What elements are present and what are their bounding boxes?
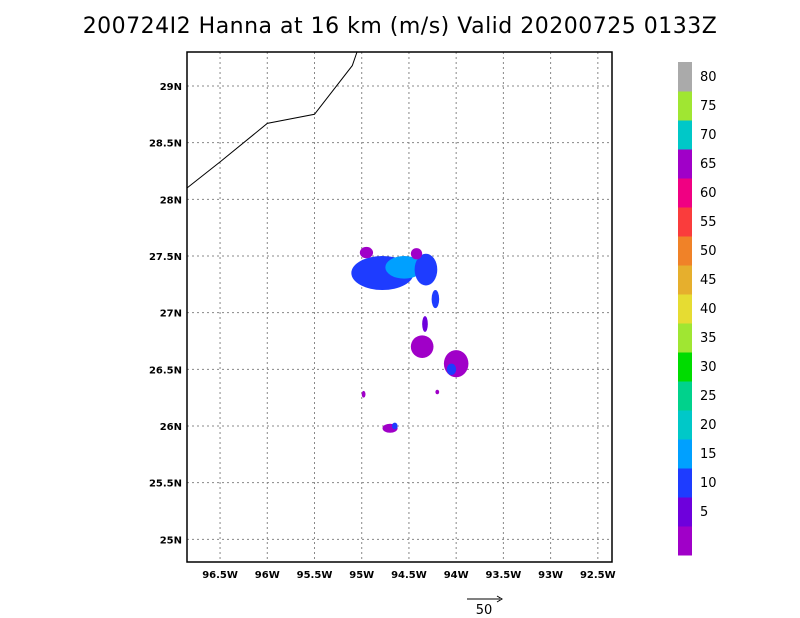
lat-tick-labels: 25N 25.5N 26N 26.5N 27N 27.5N 28N 28.5N 29N (149, 82, 182, 546)
colorbar-swatch (678, 207, 692, 237)
echo-region (391, 422, 398, 430)
colorbar-swatch (678, 410, 692, 440)
lon-tick-label: 93.5W (486, 570, 522, 581)
echo-region (446, 363, 457, 376)
colorbar-label: 45 (700, 273, 717, 288)
colorbar-label: 50 (700, 244, 717, 259)
colorbar-swatch (678, 91, 692, 121)
colorbar-swatch (678, 294, 692, 324)
colorbar-label: 70 (700, 128, 717, 143)
echo-region (422, 316, 428, 332)
echo-region (431, 290, 440, 309)
map-title: 200724I2 Hanna at 16 km (m/s) Valid 2020… (82, 14, 718, 39)
echo-region (443, 350, 469, 378)
colorbar-label: 80 (700, 70, 717, 85)
colorbar-label: 35 (700, 331, 717, 346)
colorbar-label: 65 (700, 157, 717, 172)
map-background (187, 52, 612, 562)
echo-region (435, 389, 440, 395)
lon-tick-label: 93W (538, 570, 563, 581)
colorbar-label: 75 (700, 99, 717, 114)
colorbar-swatch (678, 178, 692, 208)
colorbar-label: 55 (700, 215, 717, 230)
colorbar-swatch (678, 120, 692, 150)
colorbar-swatch (678, 62, 692, 92)
colorbar-label: 5 (700, 505, 708, 520)
colorbar-swatch (678, 236, 692, 266)
colorbar-label: 20 (700, 418, 717, 433)
colorbar-swatch (678, 149, 692, 179)
radar-echoes (351, 246, 469, 433)
colorbar-swatch (678, 439, 692, 469)
vector-scale-label: 50 (476, 603, 493, 618)
colorbar-label: 15 (700, 447, 717, 462)
lon-tick-labels: 96.5W 96W 95.5W 95W 94.5W 94W 93.5W 93W 92.5W (202, 570, 615, 581)
echo-region (359, 246, 374, 259)
lon-tick-label: 95.5W (297, 570, 333, 581)
echo-region (361, 390, 366, 398)
echo-region (385, 256, 424, 279)
echo-region (410, 335, 434, 358)
lon-tick-label: 94W (444, 570, 469, 581)
coastline (186, 51, 358, 189)
lat-tick-label: 28N (160, 195, 182, 206)
lat-tick-label: 25N (160, 535, 182, 546)
arrowhead-icon (496, 595, 503, 603)
lat-tick-label: 26.5N (149, 365, 182, 376)
lon-tick-label: 92.5W (580, 570, 616, 581)
lon-tick-label: 95W (349, 570, 374, 581)
lat-tick-label: 26N (160, 422, 182, 433)
colorbar-label: 25 (700, 389, 717, 404)
colorbar-label: 10 (700, 476, 717, 491)
map-grid (187, 52, 612, 562)
colorbar-swatch (678, 497, 692, 527)
colorbar-swatch (678, 352, 692, 382)
lon-tick-label: 96W (255, 570, 280, 581)
colorbar-label: 30 (700, 360, 717, 375)
map-frame (186, 51, 613, 563)
colorbar-swatch (678, 265, 692, 295)
lon-tick-label: 94.5W (391, 570, 427, 581)
colorbar-swatch (678, 381, 692, 411)
lat-tick-label: 28.5N (149, 139, 182, 150)
colorbar: 5 10 15 20 25 30 35 40 45 50 55 60 65 70 75 80 (678, 62, 717, 556)
colorbar-swatch (678, 323, 692, 353)
colorbar-label: 60 (700, 186, 717, 201)
lat-tick-label: 27.5N (149, 252, 182, 263)
lat-tick-label: 27N (160, 309, 182, 320)
colorbar-swatch (678, 526, 692, 556)
lat-tick-label: 25.5N (149, 479, 182, 490)
echo-region (410, 248, 423, 260)
echo-region (414, 253, 438, 286)
vector-scale: 50 (467, 595, 503, 618)
colorbar-label: 40 (700, 302, 717, 317)
colorbar-swatch (678, 468, 692, 498)
lon-tick-label: 96.5W (202, 570, 238, 581)
lat-tick-label: 29N (160, 82, 182, 93)
